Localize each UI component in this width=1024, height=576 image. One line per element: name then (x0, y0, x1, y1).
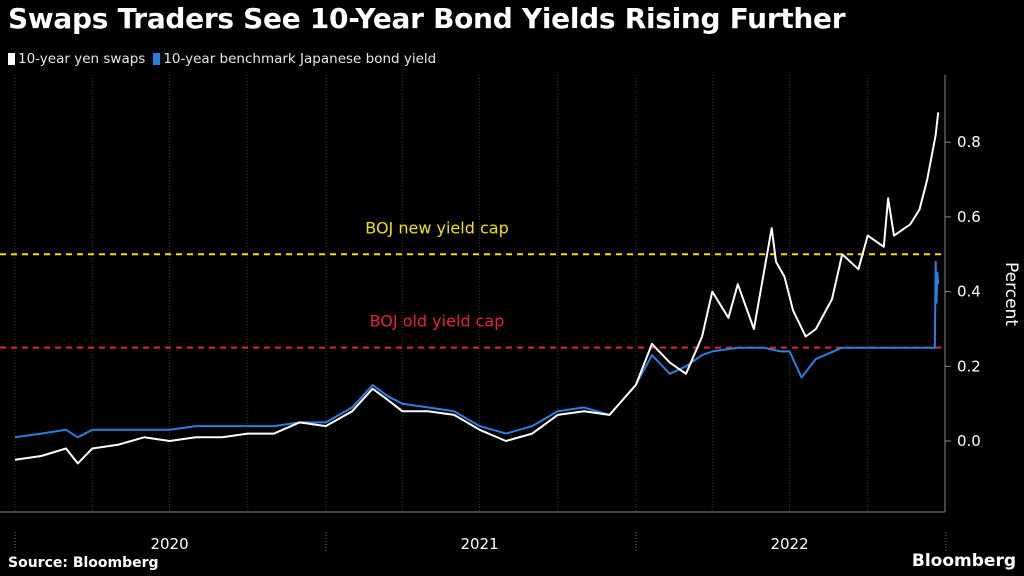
series-line (14, 112, 940, 465)
x-tick-label: 2020 (150, 535, 188, 553)
chart-title: Swaps Traders See 10-Year Bond Yields Ri… (8, 2, 846, 35)
legend-label-swaps: 10-year yen swaps (18, 51, 146, 67)
y-tick-label: 0.0 (957, 432, 981, 450)
legend-swatch-swaps (8, 53, 15, 65)
x-tick-label: 2021 (460, 535, 498, 553)
y-axis-label: Percent (1001, 262, 1021, 326)
x-axis: 2020 2021 2022 (0, 511, 947, 553)
legend-swatch-jgb (153, 53, 161, 65)
grid-lines (14, 75, 869, 512)
series-line (14, 260, 940, 439)
legend: 10-year yen swaps 10-year benchmark Japa… (8, 51, 444, 67)
legend-item-jgb: 10-year benchmark Japanese bond yield (153, 51, 436, 67)
reference-label: BOJ new yield cap (365, 218, 508, 237)
brand-logo-text: Bloomberg (911, 551, 1016, 571)
y-tick-label: 0.6 (957, 208, 981, 226)
source-note: Source: Bloomberg (8, 555, 159, 571)
series-lines (14, 112, 940, 465)
y-axis: 0.0 0.2 0.4 0.6 0.8 (944, 75, 981, 512)
x-tick-label: 2022 (770, 535, 808, 553)
reference-label: BOJ old yield cap (370, 312, 505, 331)
legend-item-swaps: 10-year yen swaps (8, 51, 145, 67)
y-tick-label: 0.8 (957, 133, 981, 151)
legend-label-jgb: 10-year benchmark Japanese bond yield (163, 51, 437, 67)
reference-lines: BOJ new yield cap BOJ old yield cap (0, 218, 945, 349)
y-tick-label: 0.2 (957, 357, 981, 375)
y-tick-label: 0.4 (957, 283, 981, 301)
